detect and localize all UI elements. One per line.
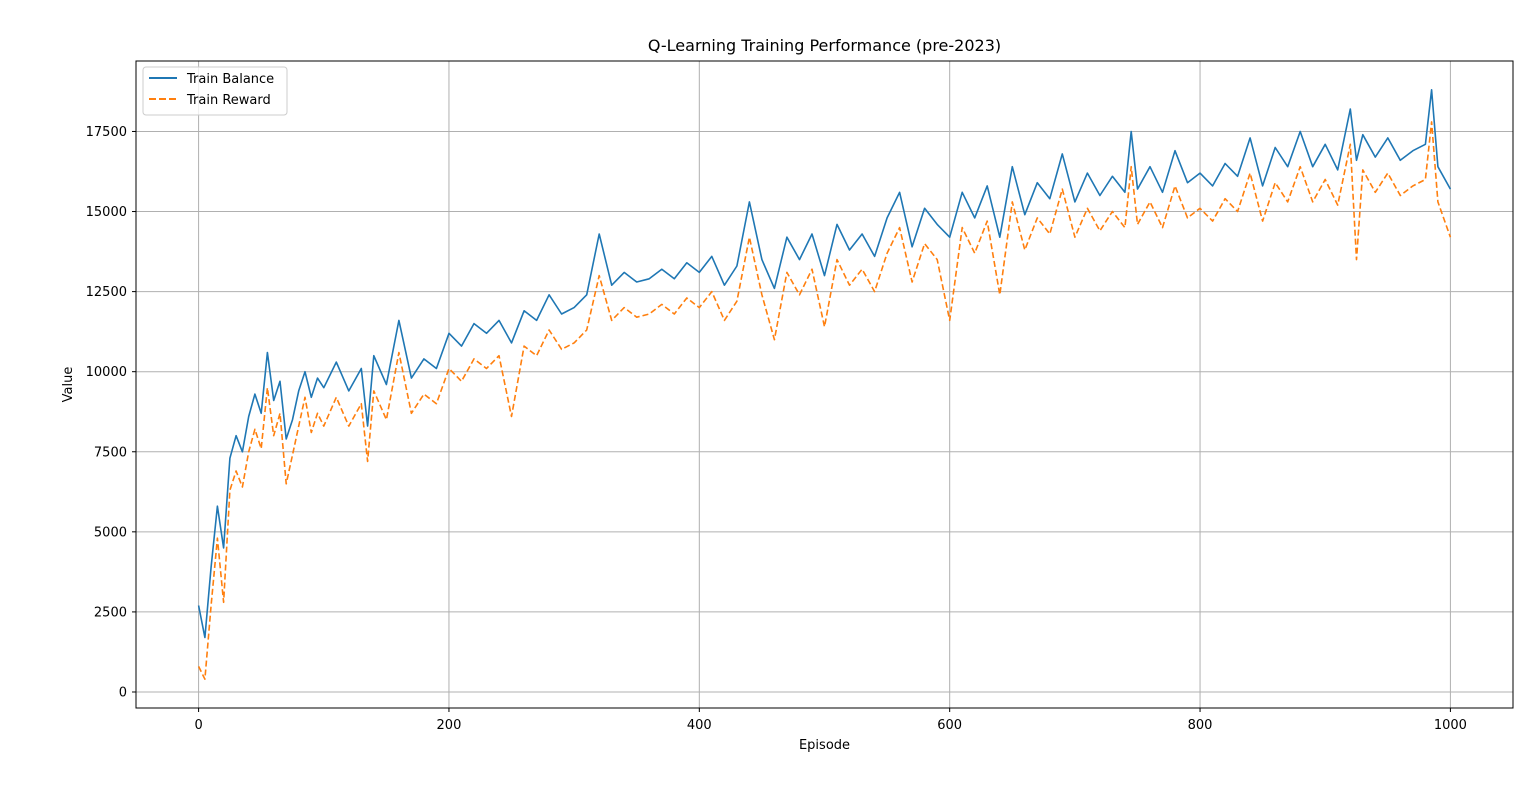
x-tick-label: 0	[194, 718, 202, 733]
y-tick-label: 10000	[86, 365, 127, 380]
x-tick-label: 1000	[1434, 718, 1467, 733]
x-tick-label: 200	[437, 718, 462, 733]
plot-frame	[135, 60, 1514, 709]
legend: Train Balance Train Reward	[142, 66, 288, 116]
plot-series	[197, 89, 1452, 681]
legend-label-train-reward: Train Reward	[186, 93, 271, 108]
x-tick-label: 800	[1188, 718, 1213, 733]
y-tick-label: 0	[119, 685, 127, 700]
y-tick-label: 2500	[94, 605, 127, 620]
y-tick-label: 5000	[94, 525, 127, 540]
y-tick-label: 17500	[86, 125, 127, 140]
series-line-train-balance	[197, 89, 1452, 639]
y-tick-label: 15000	[86, 205, 127, 220]
series-line-train-reward	[197, 121, 1452, 681]
chart-title: Q-Learning Training Performance (pre-202…	[648, 36, 1001, 55]
x-axis-title: Episode	[799, 738, 850, 753]
x-tick-label: 600	[937, 718, 962, 733]
grid-lines	[136, 61, 1513, 708]
legend-box	[142, 66, 288, 116]
y-tick-label: 12500	[86, 285, 127, 300]
y-tick-label: 7500	[94, 445, 127, 460]
x-tick-label: 400	[687, 718, 712, 733]
axis-ticks: 0 200 400 600 800 100002500500075001000012500…	[86, 125, 1467, 733]
legend-label-train-balance: Train Balance	[186, 72, 274, 87]
y-axis-title: Value	[61, 367, 76, 403]
